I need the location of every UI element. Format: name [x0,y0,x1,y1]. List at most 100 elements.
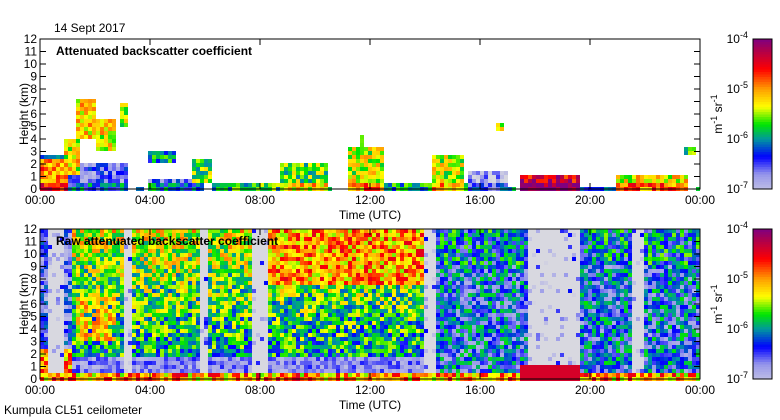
y-tick-label: 2 [30,157,37,171]
heatmap-cell [436,333,440,337]
heatmap-cell [152,345,156,349]
heatmap-cell [160,293,164,297]
heatmap-cell [236,265,240,269]
heatmap-cell [208,237,212,241]
heatmap-cell [332,233,336,237]
heatmap-cell [432,313,436,317]
heatmap-cell [124,309,128,313]
heatmap-cell [380,337,384,341]
heatmap-cell [440,365,444,369]
heatmap-cell [228,249,232,253]
heatmap-cell [380,273,384,277]
heatmap-cell [104,313,108,317]
heatmap-cell [208,301,212,305]
heatmap-cell [412,345,416,349]
heatmap-cell [364,159,368,163]
heatmap-cell [304,333,308,337]
heatmap-cell [140,329,144,333]
heatmap-cell [412,269,416,273]
colorbar-swatch [753,116,772,120]
heatmap-cell [296,313,300,317]
heatmap-cell [180,273,184,277]
heatmap-cell [336,349,340,353]
heatmap-cell [320,281,324,285]
heatmap-cell [440,179,444,183]
heatmap-cell [316,261,320,265]
heatmap-cell [224,373,228,377]
heatmap-cell [76,269,80,273]
heatmap-cell [284,305,288,309]
heatmap-cell [76,365,80,369]
heatmap-cell [96,357,100,361]
heatmap-cell [52,163,56,167]
heatmap-cell [320,257,324,261]
heatmap-cell [212,365,216,369]
heatmap-cell [248,321,252,325]
heatmap-cell [288,345,292,349]
heatmap-cell [72,365,76,369]
heatmap-cell [356,179,360,183]
heatmap-cell [372,297,376,301]
heatmap-cell [56,341,60,345]
heatmap-cell [80,329,84,333]
heatmap-cell [208,329,212,333]
heatmap-cell [452,293,456,297]
heatmap-cell [44,325,48,329]
heatmap-cell [156,369,160,373]
heatmap-cell [80,123,84,127]
heatmap-cell [452,265,456,269]
heatmap-cell [188,269,192,273]
heatmap-cell [76,373,80,377]
heatmap-cell [188,249,192,253]
colorbar-swatch [753,49,772,52]
heatmap-cell [280,273,284,277]
heatmap-cell [100,139,104,143]
heatmap-cell [304,233,308,237]
heatmap-cell [372,257,376,261]
heatmap-cell [444,361,448,365]
heatmap-cell [256,321,260,325]
heatmap-cell [364,151,368,155]
heatmap-cell [164,245,168,249]
heatmap-cell [284,341,288,345]
heatmap-cell [44,305,48,309]
heatmap-cell [176,337,180,341]
heatmap-cell [448,159,452,163]
heatmap-cell [440,249,444,253]
heatmap-cell [40,317,44,321]
heatmap-cell [40,249,44,253]
heatmap-cell [88,131,92,135]
heatmap-cell [248,245,252,249]
heatmap-cell [176,249,180,253]
heatmap-cell [48,301,52,305]
heatmap-cell [152,349,156,353]
heatmap-cell [40,237,44,241]
heatmap-cell [376,273,380,277]
heatmap-cell [48,361,52,365]
heatmap-cell [148,329,152,333]
heatmap-cell [248,369,252,373]
heatmap-cell [292,333,296,337]
heatmap-cell [284,333,288,337]
heatmap-cell [388,333,392,337]
heatmap-cell [236,309,240,313]
heatmap-cell [236,333,240,337]
heatmap-cell [296,305,300,309]
heatmap-cell [124,289,128,293]
heatmap-cell [96,345,100,349]
heatmap-cell [308,313,312,317]
heatmap-cell [392,325,396,329]
heatmap-cell [164,261,168,265]
heatmap-cell [128,233,132,237]
heatmap-cell [644,183,648,187]
heatmap-cell [104,147,108,151]
heatmap-cell [288,309,292,313]
heatmap-cell [288,171,292,175]
heatmap-cell [132,329,136,333]
heatmap-cell [372,345,376,349]
heatmap-cell [76,357,80,361]
heatmap-cell [76,329,80,333]
heatmap-cell [212,253,216,257]
heatmap-cell [96,135,100,139]
heatmap-cell [100,249,104,253]
